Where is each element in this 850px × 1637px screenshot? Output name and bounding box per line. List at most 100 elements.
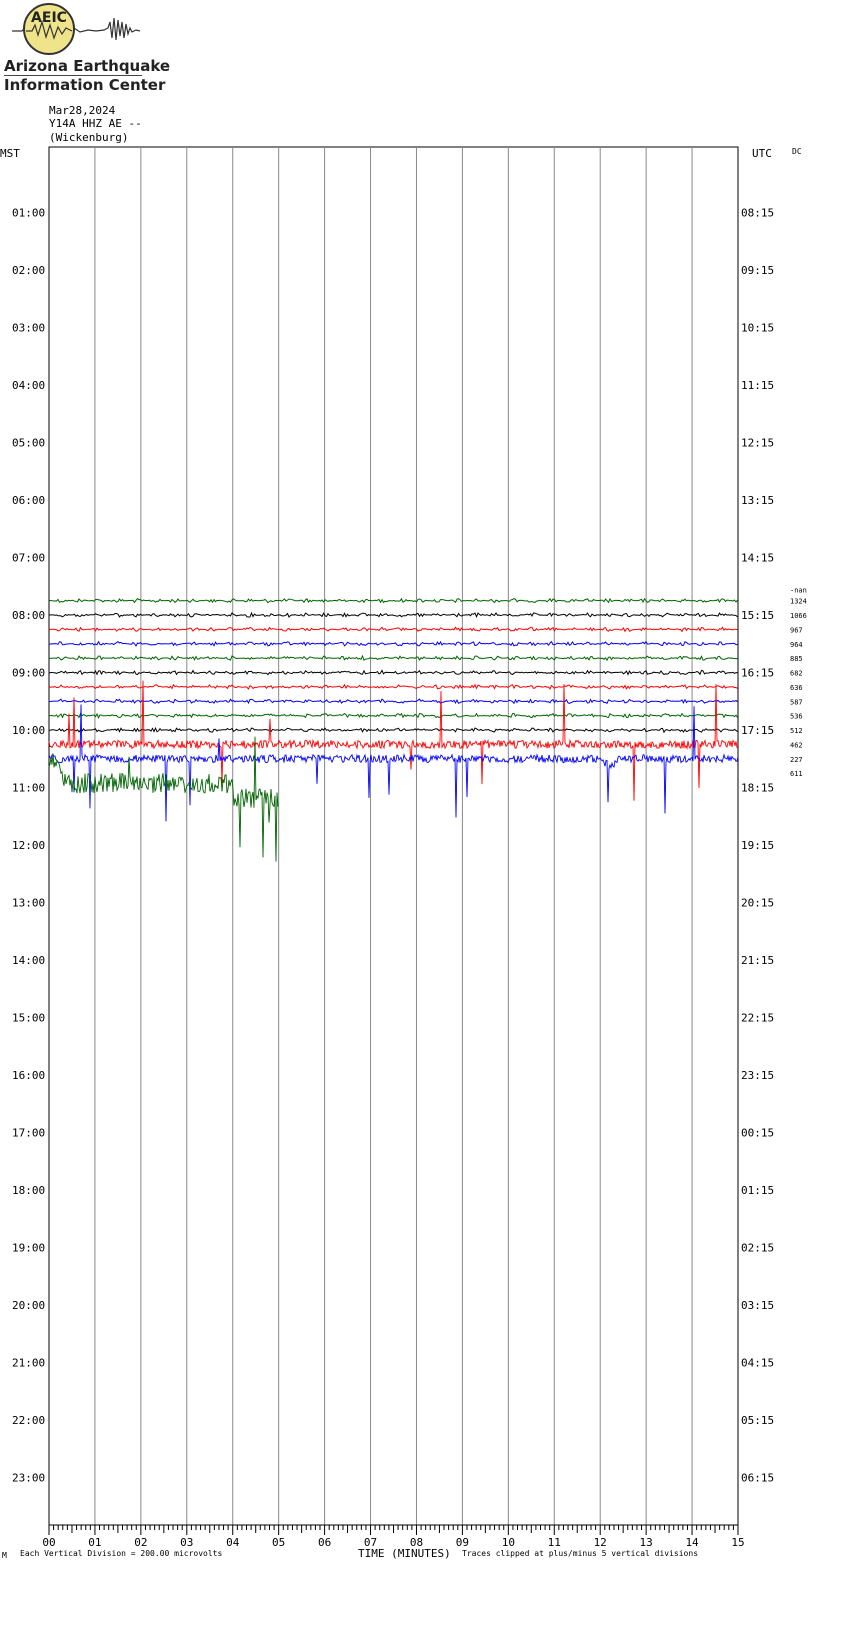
mst-time-label: 07:00 [12, 552, 45, 565]
utc-time-label: 16:15 [741, 667, 774, 680]
x-tick-label: 04 [226, 1536, 240, 1549]
x-tick-label: 14 [685, 1536, 699, 1549]
x-tick-label: 00 [42, 1536, 55, 1549]
x-tick-label: 03 [180, 1536, 193, 1549]
mst-time-label: 12:00 [12, 839, 45, 852]
utc-time-label: 10:15 [741, 322, 774, 335]
clip-note: Traces clipped at plus/minus 5 vertical … [462, 1549, 699, 1558]
mst-time-label: 22:00 [12, 1414, 45, 1427]
mst-time-label: 04:00 [12, 379, 45, 392]
trace-line [48, 736, 279, 862]
mst-time-label: 08:00 [12, 609, 45, 622]
org-name-line2: Information Center [4, 76, 166, 94]
mst-time-label: 18:00 [12, 1184, 45, 1197]
utc-axis-label: UTC [752, 147, 772, 160]
mst-time-label: 17:00 [12, 1127, 45, 1140]
trace-line [48, 626, 738, 633]
aeic-logo: AEIC Arizona Earthquake Information Cent… [0, 0, 170, 100]
utc-time-label: 17:15 [741, 724, 774, 737]
trace-unit-label: -nan [790, 587, 807, 595]
x-tick-label: 12 [594, 1536, 607, 1549]
mst-time-label: 19:00 [12, 1242, 45, 1255]
trace-value-label: 1324 [790, 598, 807, 606]
trace-line [48, 680, 739, 801]
org-name-line1: Arizona Earthquake [4, 57, 171, 75]
utc-time-label: 05:15 [741, 1414, 774, 1427]
trace-value-label: 227 [790, 756, 803, 764]
x-tick-label: 11 [548, 1536, 561, 1549]
mst-time-label: 11:00 [12, 782, 45, 795]
x-tick-label: 15 [731, 1536, 744, 1549]
utc-time-label: 20:15 [741, 897, 774, 910]
utc-time-label: 12:15 [741, 437, 774, 450]
trace-line [49, 654, 738, 662]
x-tick-label: 10 [502, 1536, 515, 1549]
utc-time-label: 14:15 [741, 552, 774, 565]
minute-gridlines [94, 147, 693, 1525]
time-labels: 01:00 08:15 02:00 09:15 03:00 10:15 04:00 11:15… [12, 207, 774, 1485]
trace-value-label: 885 [790, 655, 803, 663]
plot-frame [48, 146, 739, 1526]
x-axis-title: TIME (MINUTES) [358, 1547, 451, 1560]
x-tick-label: 05 [272, 1536, 285, 1549]
mst-time-label: 13:00 [12, 897, 45, 910]
x-tick-label: 07 [364, 1536, 377, 1549]
trace-value-label: 587 [790, 698, 803, 706]
utc-time-label: 01:15 [741, 1184, 774, 1197]
trace-value-label: 1066 [790, 612, 807, 620]
utc-time-label: 03:15 [741, 1299, 774, 1312]
trace-value-label: 536 [790, 713, 803, 721]
utc-time-label: 00:15 [741, 1127, 774, 1140]
trace-line [48, 726, 738, 734]
utc-time-label: 19:15 [741, 839, 774, 852]
trace-line [48, 597, 738, 604]
dc-label: DC [792, 147, 802, 156]
mst-time-label: 14:00 [12, 954, 45, 967]
trace-line [48, 712, 738, 719]
trace-line [48, 704, 739, 822]
scale-note: Each Vertical Division = 200.00 microvol… [20, 1549, 223, 1558]
trace-value-label: 967 [790, 626, 803, 634]
utc-time-label: 15:15 [741, 609, 774, 622]
logo-abbr: AEIC [31, 10, 67, 26]
mst-axis-label: MST [0, 147, 20, 160]
utc-time-label: 13:15 [741, 494, 774, 507]
mst-time-label: 03:00 [12, 322, 45, 335]
utc-time-label: 22:15 [741, 1012, 774, 1025]
x-tick-label: 08 [410, 1536, 423, 1549]
mst-time-label: 02:00 [12, 264, 45, 277]
utc-time-label: 18:15 [741, 782, 774, 795]
x-axis-ticks [48, 1524, 739, 1535]
utc-time-label: 09:15 [741, 264, 774, 277]
header-date: Mar28,2024 [49, 104, 116, 117]
trace-value-label: 964 [790, 641, 803, 649]
utc-time-label: 23:15 [741, 1069, 774, 1082]
mst-time-label: 15:00 [12, 1012, 45, 1025]
utc-time-label: 21:15 [741, 954, 774, 967]
seismic-traces [48, 597, 739, 862]
utc-time-label: 06:15 [741, 1472, 774, 1485]
utc-time-label: 02:15 [741, 1242, 774, 1255]
mst-time-label: 21:00 [12, 1357, 45, 1370]
trace-value-label: 512 [790, 727, 803, 735]
trace-value-label: 611 [790, 770, 803, 778]
trace-line [48, 698, 738, 705]
logo-rule [4, 75, 142, 76]
x-tick-label: 13 [640, 1536, 653, 1549]
utc-time-label: 04:15 [741, 1357, 774, 1370]
utc-time-label: 11:15 [741, 379, 774, 392]
mst-time-label: 23:00 [12, 1472, 45, 1485]
mst-time-label: 16:00 [12, 1069, 45, 1082]
trace-value-labels: -nan 1324 1066 967 964 885 682 636 587 536 512 462 2… [790, 587, 807, 779]
trace-line [48, 683, 738, 691]
aeic-seal-icon: AEIC [12, 3, 141, 55]
x-tick-labels: 00 01 02 03 04 05 06 07 08 09 10 11 12 13 14 15 [42, 1536, 744, 1549]
x-tick-label: 06 [318, 1536, 331, 1549]
trace-line [48, 669, 738, 676]
trace-line [48, 611, 738, 618]
mst-time-label: 20:00 [12, 1299, 45, 1312]
x-tick-label: 02 [134, 1536, 147, 1549]
trace-line [48, 640, 738, 647]
mst-time-label: 01:00 [12, 207, 45, 220]
